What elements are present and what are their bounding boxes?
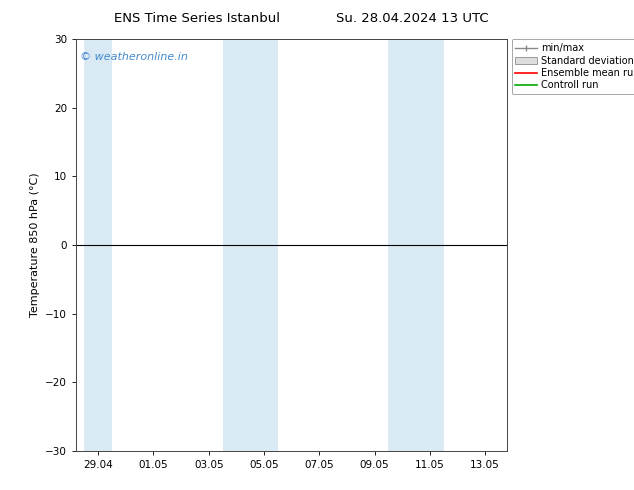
Bar <box>223 39 278 451</box>
Text: ENS Time Series Istanbul: ENS Time Series Istanbul <box>113 12 280 25</box>
Y-axis label: Temperature 850 hPa (°C): Temperature 850 hPa (°C) <box>30 172 39 318</box>
Text: © weatheronline.in: © weatheronline.in <box>81 51 188 62</box>
Bar <box>389 39 444 451</box>
Legend: min/max, Standard deviation, Ensemble mean run, Controll run: min/max, Standard deviation, Ensemble me… <box>512 39 634 94</box>
Text: Su. 28.04.2024 13 UTC: Su. 28.04.2024 13 UTC <box>336 12 488 25</box>
Bar <box>84 39 112 451</box>
